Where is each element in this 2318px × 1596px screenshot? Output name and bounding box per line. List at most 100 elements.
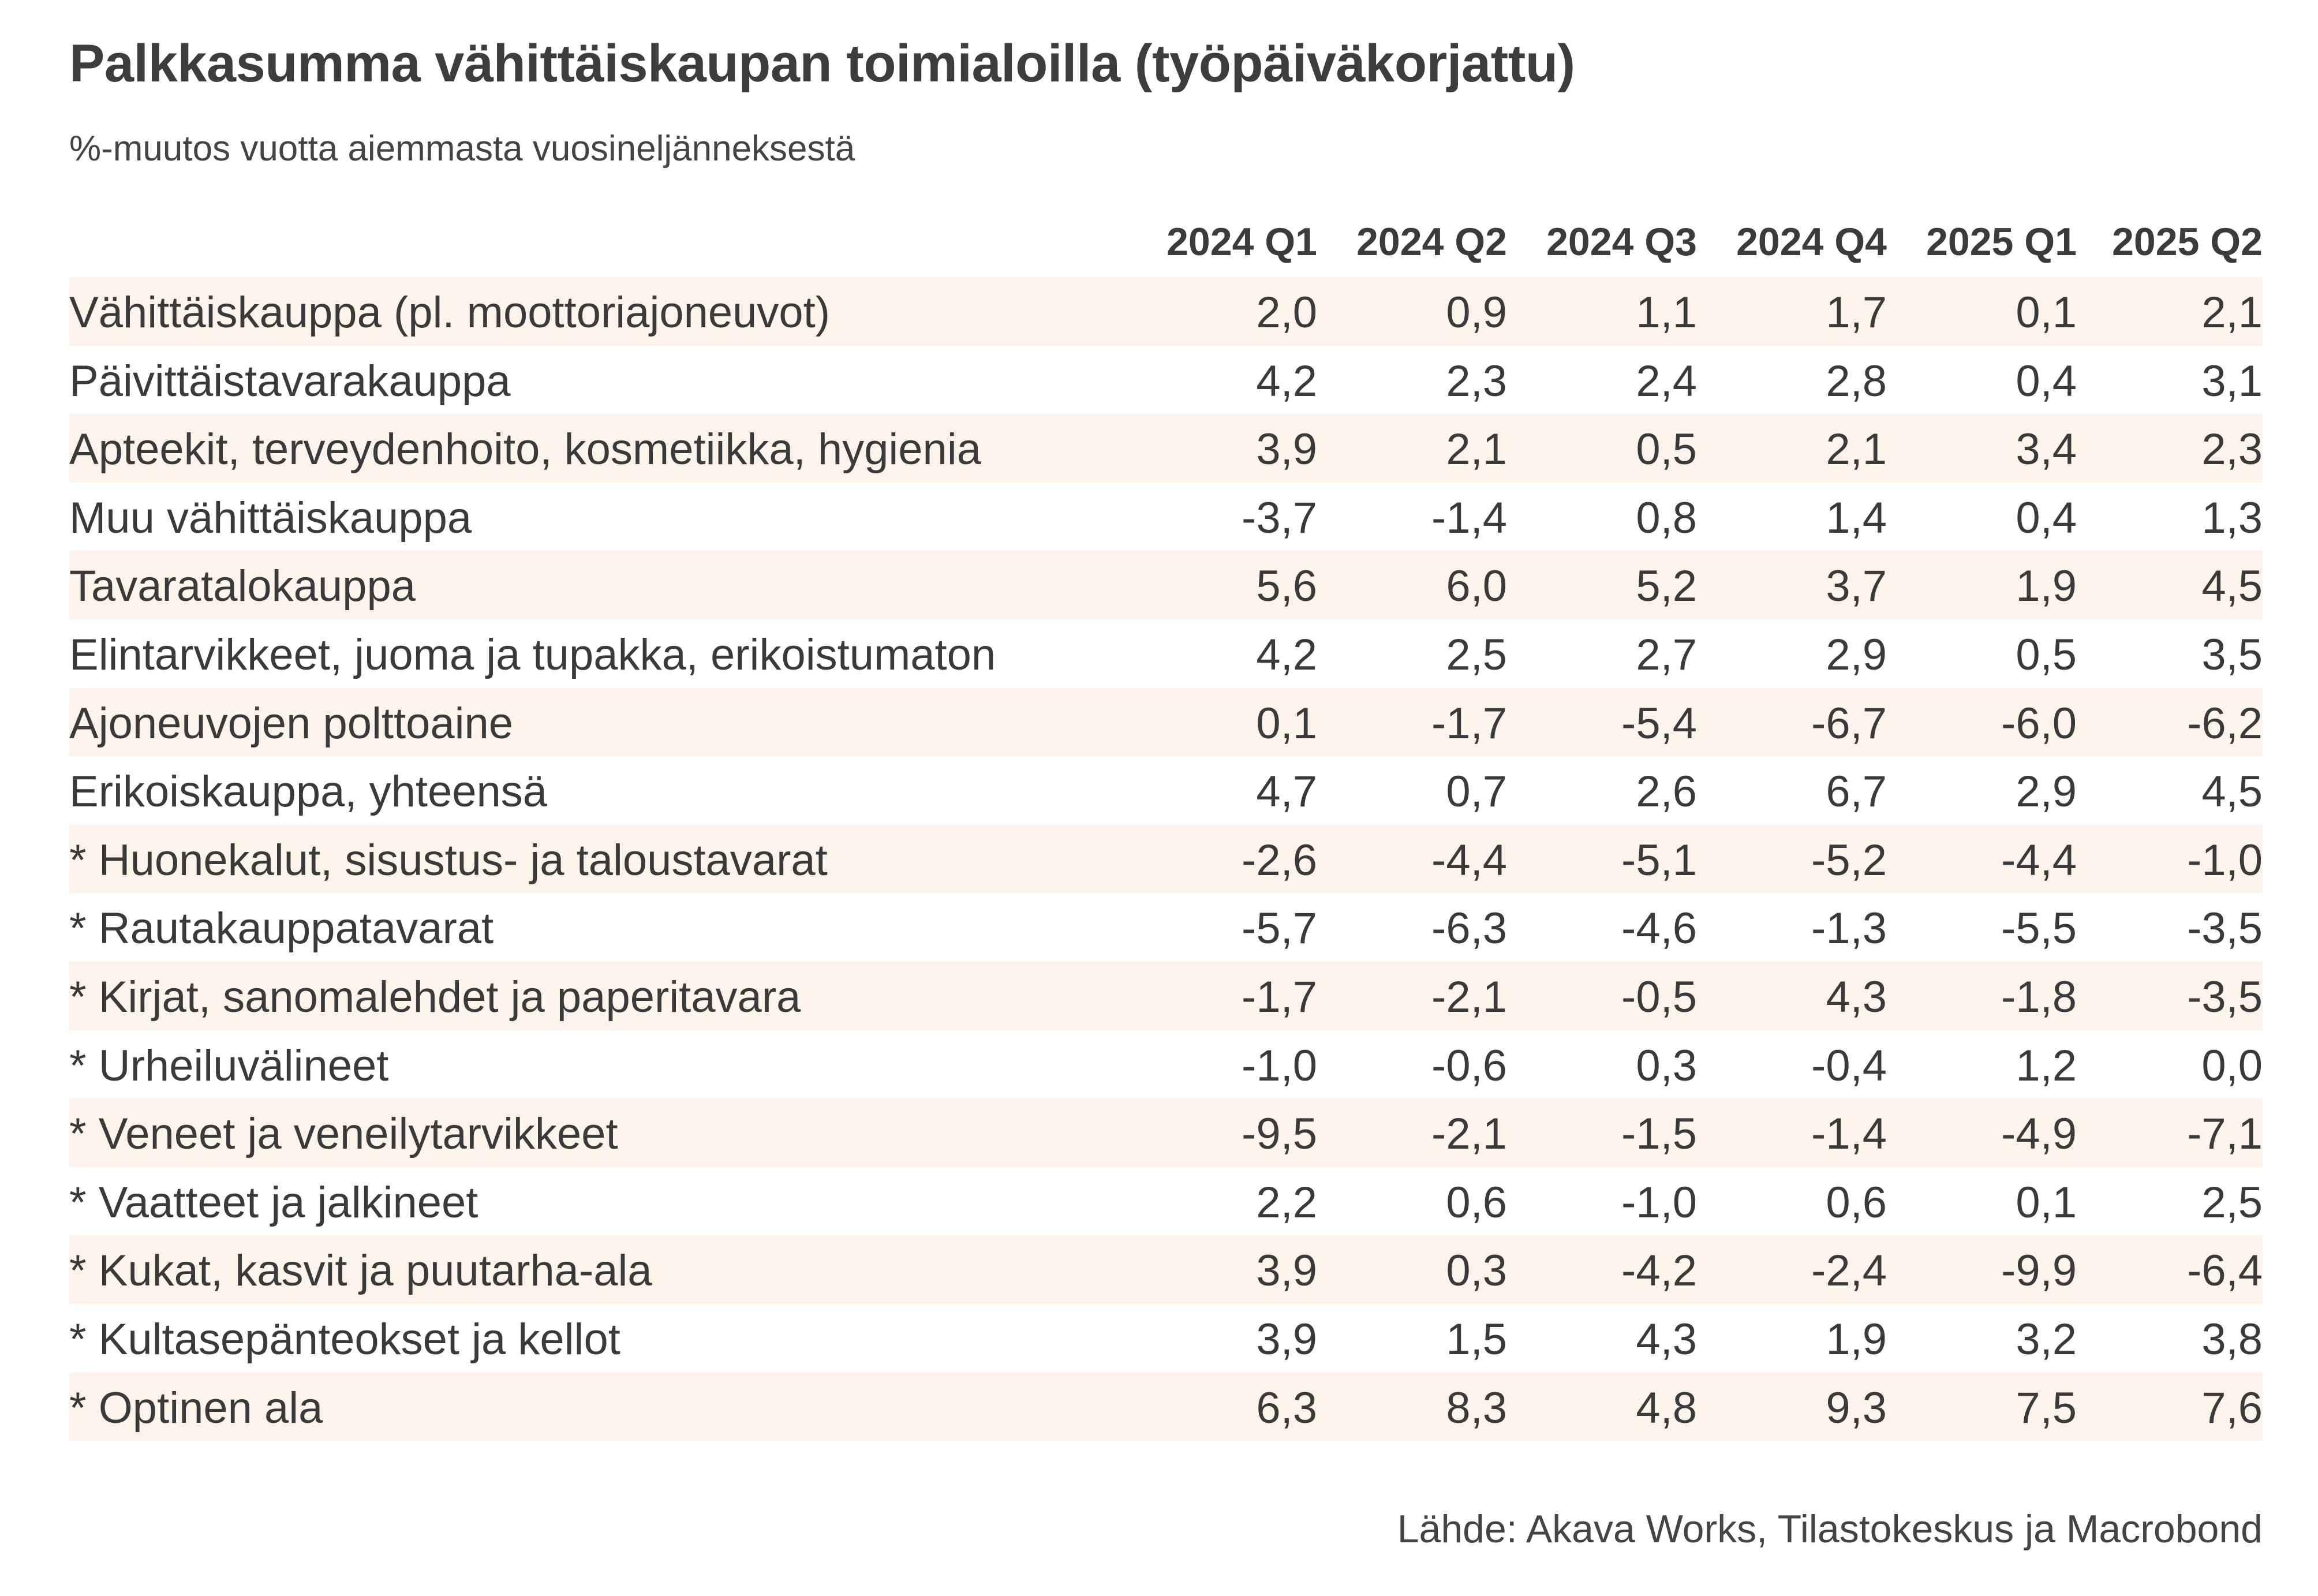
table-header-row: 2024 Q1 2024 Q2 2024 Q3 2024 Q4 2025 Q1 2025 … [69, 205, 2263, 277]
source-note: Lähde: Akava Works, Tilastokeskus ja Mac… [1397, 1507, 2263, 1551]
table-cell: -6,4 [2187, 1246, 2263, 1296]
table-row: Päivittäistavarakauppa 4,2 2,3 2,4 2,8 0,4 3,1 [69, 346, 2263, 414]
row-label: Elintarvikkeet, juoma ja tupakka, erikoi… [69, 630, 996, 679]
table-cell: -1,7 [1242, 972, 1317, 1022]
table-cell: 6,3 [1256, 1383, 1317, 1433]
table-cell: -6,0 [2001, 698, 2077, 748]
table-cell: 0,5 [2016, 630, 2077, 679]
table-row: Erikoiskauppa, yhteensä 4,7 0,7 2,6 6,7 2,9 4,… [69, 756, 2263, 825]
table-row: Elintarvikkeet, juoma ja tupakka, erikoi… [69, 619, 2263, 688]
table-row: * Kukat, kasvit ja puutarha-ala 3,9 0,3 -4,… [69, 1235, 2263, 1304]
data-table: 2024 Q1 2024 Q2 2024 Q3 2024 Q4 2025 Q1 2025 … [69, 205, 2263, 1441]
table-cell: 2,0 [1256, 288, 1317, 337]
table-cell: 1,3 [2201, 493, 2263, 543]
table-cell: 0,1 [1256, 698, 1317, 748]
table-cell: 1,5 [1446, 1314, 1507, 1364]
table-cell: -1,4 [1811, 1109, 1887, 1159]
table-cell: 2,5 [2201, 1178, 2263, 1227]
table-cell: -4,6 [1621, 904, 1697, 954]
table-cell: -9,9 [2001, 1246, 2077, 1296]
table-cell: -4,4 [1431, 835, 1507, 885]
table-cell: -1,5 [1621, 1109, 1697, 1159]
table-cell: -3,7 [1242, 493, 1317, 543]
row-label: * Optinen ala [69, 1383, 323, 1433]
table-cell: 6,0 [1446, 562, 1507, 611]
table-cell: 3,9 [1256, 1314, 1317, 1364]
table-cell: -0,4 [1811, 1041, 1887, 1090]
table-cell: 1,9 [2016, 562, 2077, 611]
table-cell: 0,4 [2016, 493, 2077, 543]
table-cell: 2,6 [1636, 767, 1697, 817]
table-cell: -0,5 [1621, 972, 1697, 1022]
table-cell: -3,5 [2187, 972, 2263, 1022]
table-cell: 4,7 [1256, 767, 1317, 817]
table-cell: 5,6 [1256, 562, 1317, 611]
table-cell: -1,0 [2187, 835, 2263, 885]
table-row: * Veneet ja veneilytarvikkeet -9,5 -2,1 -1,… [69, 1098, 2263, 1167]
table-cell: -5,4 [1621, 698, 1697, 748]
table-cell: 4,8 [1636, 1383, 1697, 1433]
row-label: * Kukat, kasvit ja puutarha-ala [69, 1246, 652, 1296]
row-label: * Kultasepänteokset ja kellot [69, 1314, 620, 1364]
table-cell: 4,3 [1826, 972, 1887, 1022]
table-cell: 0,3 [1636, 1041, 1697, 1090]
table-cell: 0,1 [2016, 288, 2077, 337]
table-cell: 3,8 [2201, 1314, 2263, 1364]
table-cell: 1,7 [1826, 288, 1887, 337]
column-header: 2024 Q4 [1736, 220, 1887, 264]
table-cell: 9,3 [1826, 1383, 1887, 1433]
table-cell: 0,5 [1636, 425, 1697, 474]
table-cell: -3,5 [2187, 904, 2263, 954]
row-label: * Huonekalut, sisustus- ja taloustavarat [69, 835, 828, 885]
table-cell: 6,7 [1826, 767, 1887, 817]
chart-title: Palkkasumma vähittäiskaupan toimialoilla… [69, 34, 1575, 93]
column-header: 2024 Q3 [1546, 220, 1697, 264]
table-cell: -4,9 [2001, 1109, 2077, 1159]
table-row: Ajoneuvojen polttoaine 0,1 -1,7 -5,4 -6,7 -6,… [69, 687, 2263, 757]
column-header: 2024 Q2 [1356, 220, 1507, 264]
table-cell: 2,1 [2201, 288, 2263, 337]
table-cell: 1,1 [1636, 288, 1697, 337]
table-cell: -2,1 [1431, 1109, 1507, 1159]
table-cell: 2,3 [1446, 356, 1507, 406]
table-cell: -1,0 [1242, 1041, 1317, 1090]
table-row: * Kirjat, sanomalehdet ja paperitavara -1… [69, 961, 2263, 1030]
table-cell: 0,9 [1446, 288, 1507, 337]
table-row: * Vaatteet ja jalkineet 2,2 0,6 -1,0 0,6 0,1 2… [69, 1167, 2263, 1236]
row-label: * Veneet ja veneilytarvikkeet [69, 1109, 618, 1159]
table-cell: -4,4 [2001, 835, 2077, 885]
table-cell: 2,2 [1256, 1178, 1317, 1227]
table-cell: 0,6 [1826, 1178, 1887, 1227]
table-cell: 2,1 [1826, 425, 1887, 474]
table-cell: 3,4 [2016, 425, 2077, 474]
row-label: Päivittäistavarakauppa [69, 356, 511, 406]
table-row: * Rautakauppatavarat -5,7 -6,3 -4,6 -1,3 -5,5… [69, 893, 2263, 962]
table-cell: -5,5 [2001, 904, 2077, 954]
row-label: * Kirjat, sanomalehdet ja paperitavara [69, 972, 801, 1022]
table-cell: 1,4 [1826, 493, 1887, 543]
table-cell: 3,9 [1256, 425, 1317, 474]
table-cell: 1,2 [2016, 1041, 2077, 1090]
table-cell: 2,5 [1446, 630, 1507, 679]
table-cell: -0,6 [1431, 1041, 1507, 1090]
table-cell: -2,4 [1811, 1246, 1887, 1296]
table-cell: 1,9 [1826, 1314, 1887, 1364]
table-cell: -1,4 [1431, 493, 1507, 543]
table-cell: -1,7 [1431, 698, 1507, 748]
table-cell: 3,1 [2201, 356, 2263, 406]
table-cell: 3,7 [1826, 562, 1887, 611]
column-header: 2024 Q1 [1167, 220, 1317, 264]
table-cell: 3,9 [1256, 1246, 1317, 1296]
row-label: * Rautakauppatavarat [69, 904, 494, 954]
table-cell: 2,9 [2016, 767, 2077, 817]
table-cell: -6,3 [1431, 904, 1507, 954]
table-row: Muu vähittäiskauppa -3,7 -1,4 0,8 1,4 0,4 1,3 [69, 483, 2263, 551]
row-label: Erikoiskauppa, yhteensä [69, 767, 548, 817]
table-cell: -7,1 [2187, 1109, 2263, 1159]
table-cell: 7,6 [2201, 1383, 2263, 1433]
table-cell: -9,5 [1242, 1109, 1317, 1159]
table-cell: 2,9 [1826, 630, 1887, 679]
table-cell: 2,7 [1636, 630, 1697, 679]
column-header: 2025 Q1 [1926, 220, 2077, 264]
table-cell: 2,1 [1446, 425, 1507, 474]
